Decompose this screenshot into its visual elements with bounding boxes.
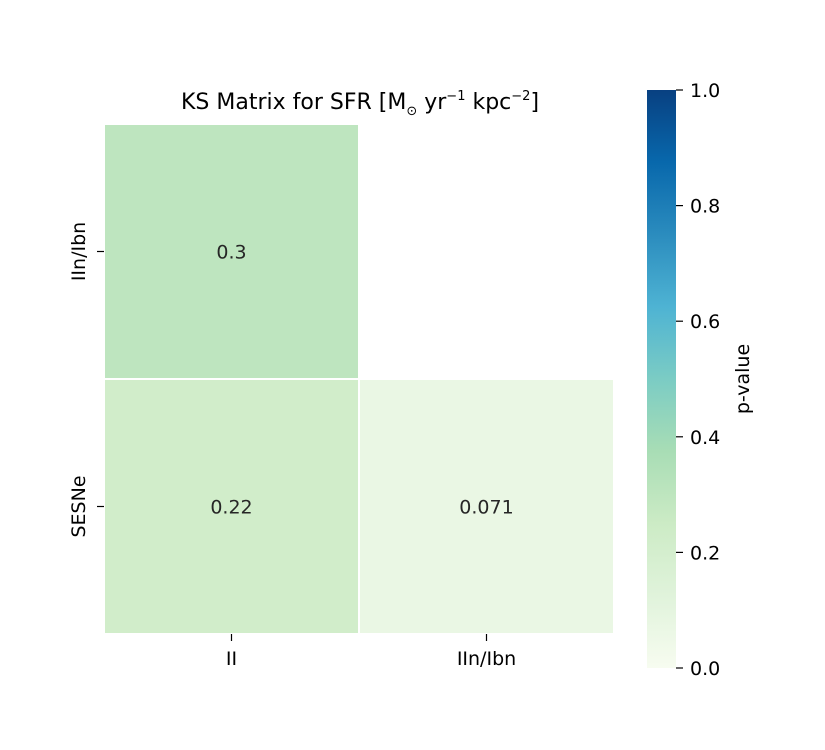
- colorbar-tick-label: 0.4: [690, 427, 720, 449]
- title-kpc: kpc: [465, 90, 511, 115]
- colorbar: 0.0 0.2 0.4 0.6 0.8 1.0 p-value: [647, 80, 754, 680]
- colorbar-gradient: [647, 90, 676, 668]
- cell-value-label: 0.3: [216, 242, 246, 264]
- heatmap-cell: [103, 123, 360, 380]
- cell-value-label: 0.071: [459, 497, 513, 519]
- colorbar-tick-label: 0.8: [690, 196, 720, 218]
- colorbar-ticks: 0.0 0.2 0.4 0.6 0.8 1.0: [676, 80, 720, 680]
- title-end: ]: [530, 90, 539, 115]
- title-main: KS Matrix for SFR [M: [181, 90, 406, 115]
- colorbar-tick-label: 0.2: [690, 542, 720, 564]
- y-tick-label: SESNe: [68, 475, 90, 537]
- y-axis: IIn/Ibn SESNe: [68, 222, 104, 538]
- title-sun-symbol: ⊙: [406, 104, 417, 119]
- title-sup-2: −2: [511, 89, 530, 104]
- colorbar-tick-label: 0.6: [690, 311, 720, 333]
- colorbar-tick-label: 0.0: [690, 658, 720, 680]
- cell-value-label: 0.22: [210, 497, 252, 519]
- chart-title: KS Matrix for SFR [M⊙ yr−1 kpc−2]: [181, 89, 539, 119]
- heatmap-cell: [358, 378, 615, 635]
- y-tick-label: IIn/Ibn: [68, 222, 90, 281]
- heatmap-cells: [103, 123, 615, 635]
- title-yr: yr: [417, 90, 447, 115]
- colorbar-tick-label: 1.0: [690, 80, 720, 102]
- heatmap-cell: [103, 378, 360, 635]
- x-axis: II IIn/Ibn: [226, 634, 516, 670]
- x-tick-label: II: [226, 648, 237, 670]
- title-sup-1: −1: [446, 89, 465, 104]
- colorbar-label: p-value: [732, 344, 754, 414]
- x-tick-label: IIn/Ibn: [457, 648, 516, 670]
- heatmap-cell-labels: 0.3 0.22 0.071: [210, 242, 513, 519]
